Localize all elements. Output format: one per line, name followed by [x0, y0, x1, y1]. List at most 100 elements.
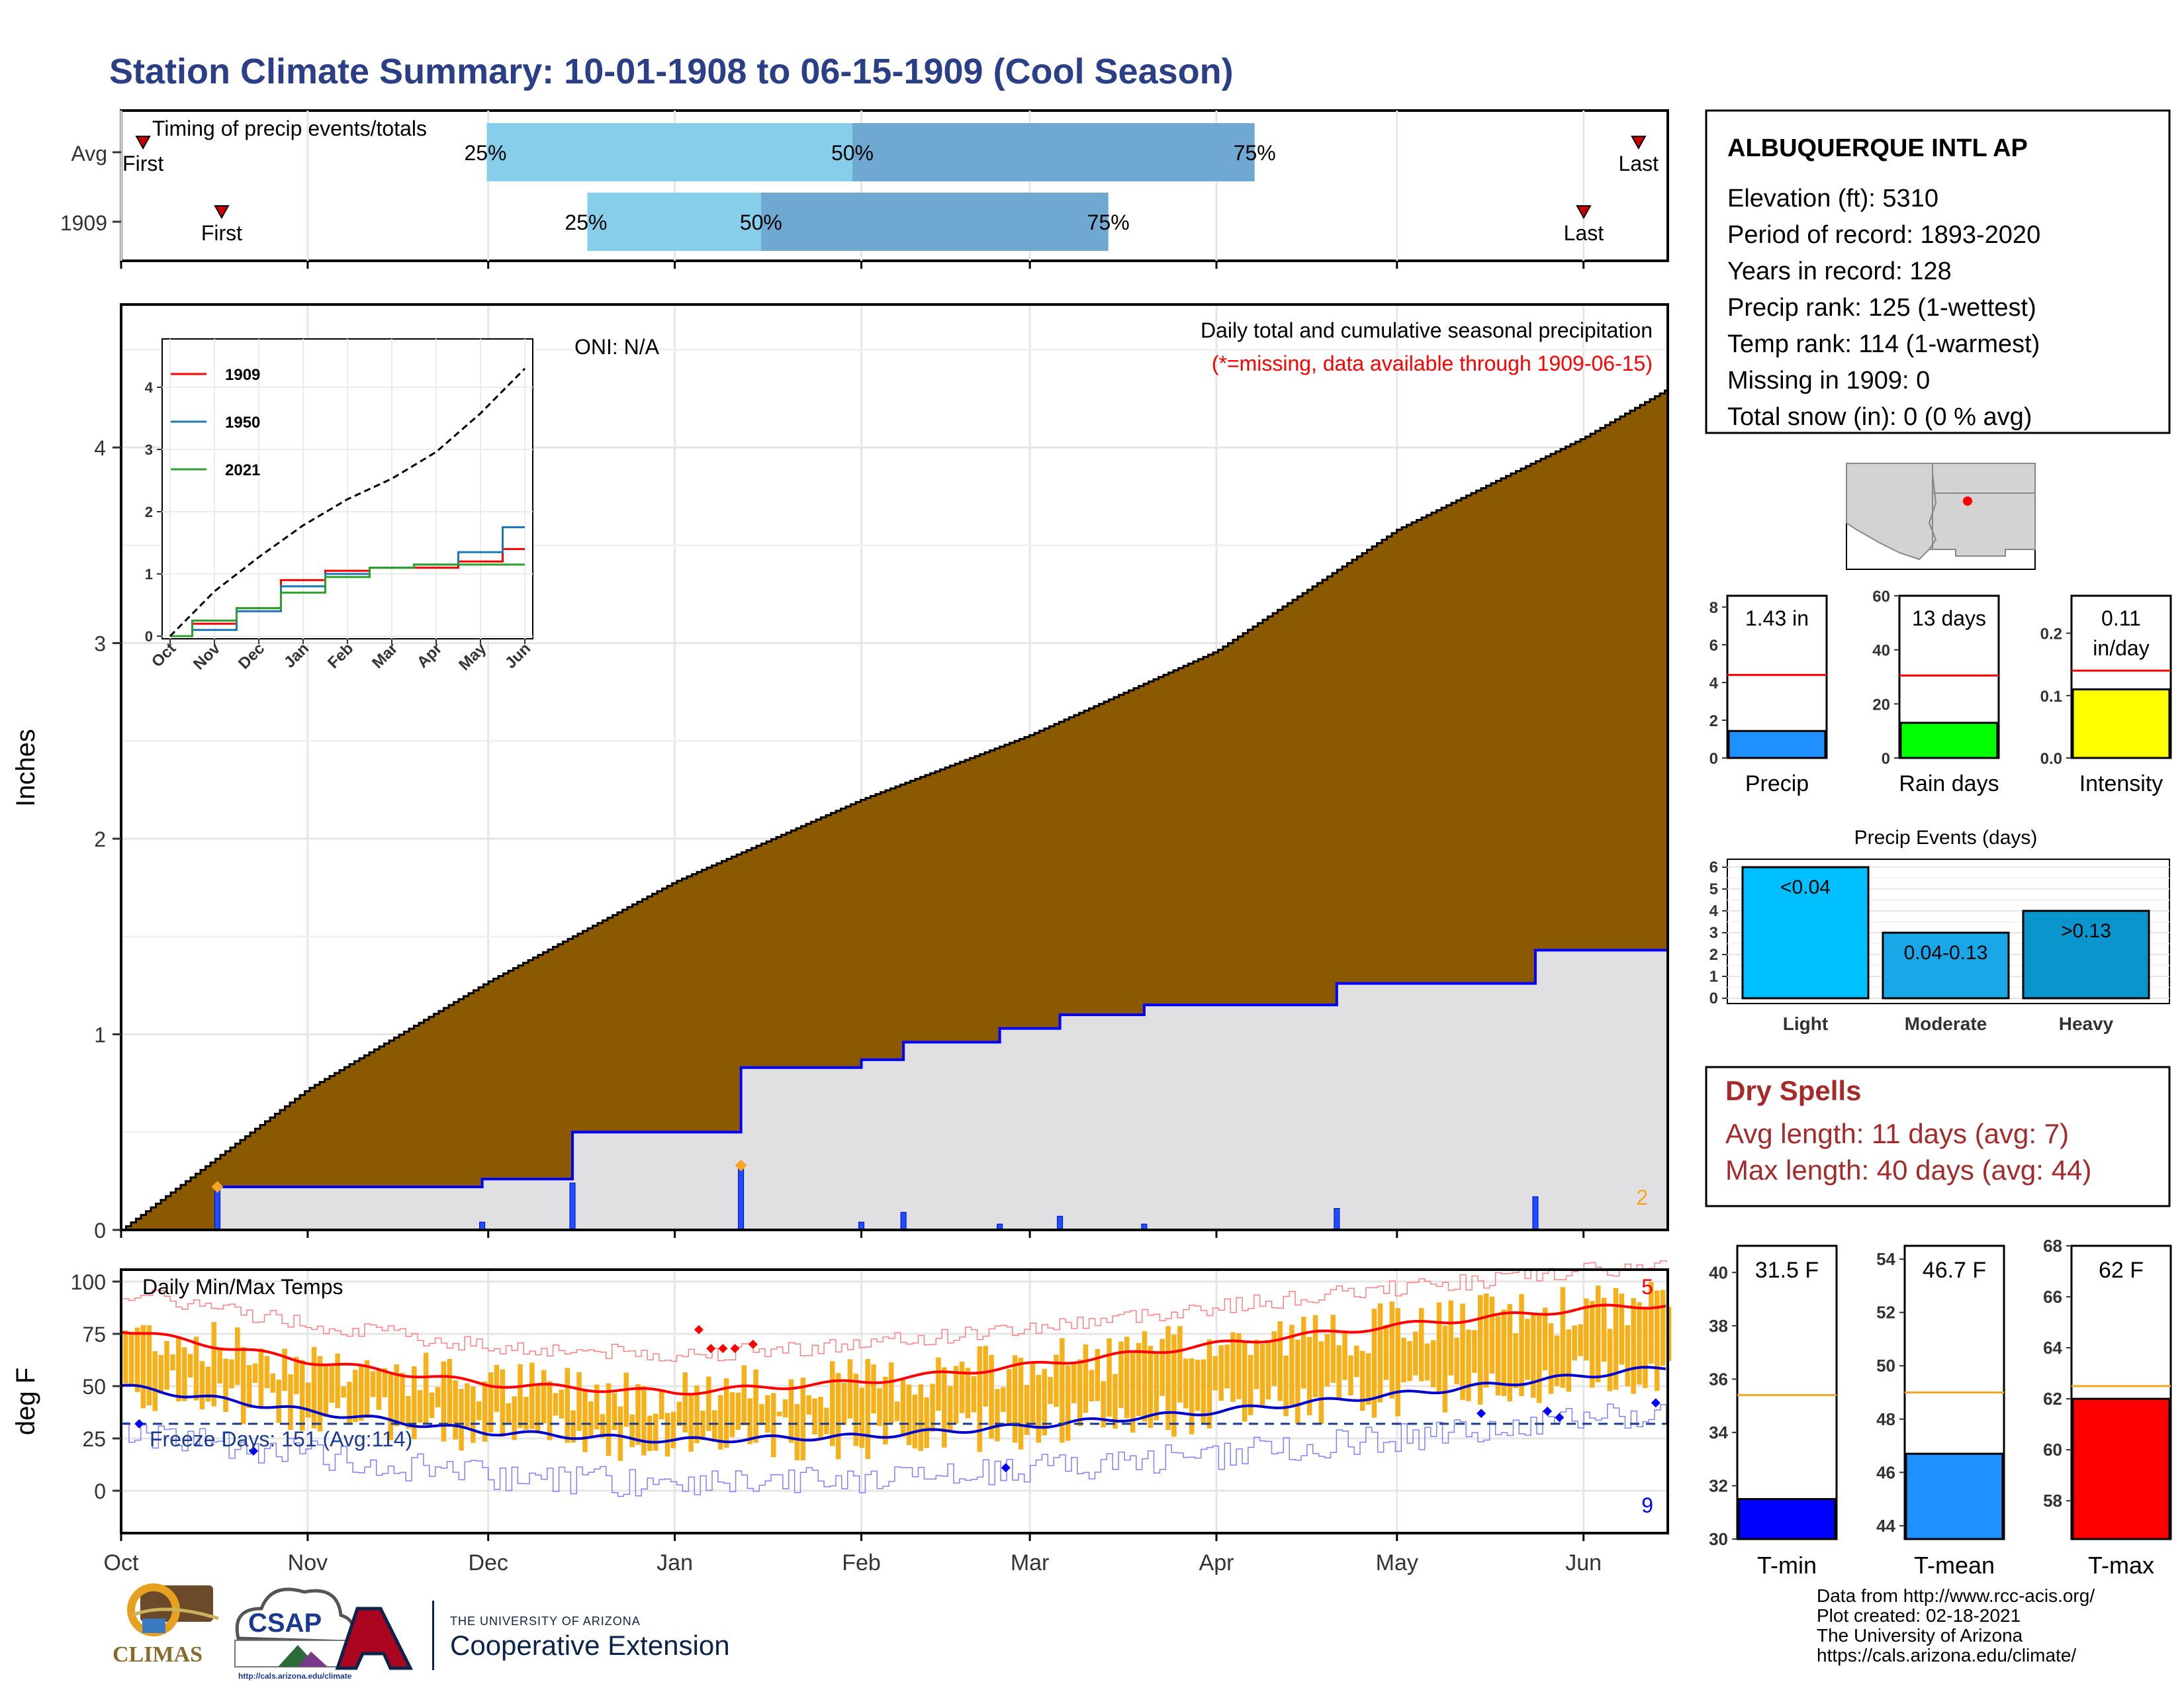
daily-temp-bar: [482, 1381, 488, 1442]
month-label: Apr: [1199, 1550, 1234, 1575]
daily-temp-bar: [977, 1346, 982, 1452]
daily-temp-bar: [364, 1360, 370, 1418]
daily-temp-bar: [835, 1373, 841, 1460]
daily-temp-bar: [1189, 1358, 1195, 1434]
daily-temp-bar: [447, 1359, 452, 1425]
daily-temp-bar: [989, 1354, 994, 1439]
timing-bar-50-75: [760, 193, 1109, 251]
daily-temp-bar: [300, 1360, 305, 1431]
daily-temp-bar: [753, 1369, 758, 1443]
daily-temp-bar: [1118, 1341, 1124, 1409]
temp-summary-y-tick-label: 68: [2043, 1236, 2062, 1256]
daily-temp-bar: [217, 1348, 222, 1384]
daily-temp-bar: [1655, 1290, 1660, 1391]
daily-temp-bar: [1542, 1307, 1548, 1370]
inset-legend-label: 1950: [225, 414, 260, 432]
daily-temp-bar: [894, 1401, 900, 1421]
daily-temp-bar: [353, 1370, 358, 1423]
temp-summary-box: [1736, 1244, 1838, 1540]
daily-temp-bar: [164, 1340, 169, 1390]
inset-y-tick-label: 3: [145, 442, 153, 458]
daily-temp-bar: [1312, 1315, 1318, 1397]
daily-temp-bar: [594, 1384, 600, 1430]
summary-y-tick-label: 0: [1709, 750, 1718, 768]
ua-small-text: THE UNIVERSITY OF ARIZONA: [450, 1615, 641, 1628]
daily-temp-bar: [824, 1407, 829, 1434]
month-label: Oct: [104, 1550, 139, 1575]
daily-temp-bar: [747, 1398, 752, 1444]
daily-temp-bar: [1448, 1300, 1453, 1376]
events-bar-label: 0.04-0.13: [1904, 942, 1988, 964]
daily-temp-bar: [1136, 1342, 1142, 1416]
temp-summary-value-label: 46.7 F: [1923, 1258, 1986, 1283]
daily-temp-bar: [812, 1398, 817, 1434]
summary-category-label: Precip: [1745, 771, 1809, 796]
temp-summary-charts: 30 32 34 36 38 40 31.5 F T-min 44 46 48 50 52 54 46.7 …: [1709, 1236, 2172, 1579]
timing-row-avg-label: Avg: [71, 142, 107, 165]
daily-temp-bar: [1354, 1345, 1359, 1378]
daily-temp-bar: [229, 1359, 234, 1389]
page-title: Station Climate Summary: 10-01-1908 to 0…: [109, 52, 1234, 91]
temp-summary-value-label: 62 F: [2099, 1258, 2144, 1283]
daily-temp-bar: [930, 1383, 935, 1432]
daily-temp-bar: [818, 1397, 823, 1439]
summary-category-label: Rain days: [1899, 771, 1999, 796]
inset-line-2021: [170, 563, 525, 637]
daily-temp-bar: [629, 1414, 635, 1448]
daily-temp-bar: [1601, 1297, 1607, 1362]
temp-summary-y-tick-label: 66: [2043, 1287, 2062, 1307]
daily-temp-bar: [1572, 1325, 1577, 1361]
temp-count-bottom: 9: [1641, 1493, 1653, 1517]
daily-temp-bar: [329, 1366, 334, 1403]
daily-temp-bar: [1472, 1330, 1477, 1373]
daily-temp-bar: [1183, 1358, 1189, 1409]
inset-avg-line: [169, 367, 526, 637]
daily-temp-bar: [477, 1401, 482, 1421]
daily-temp-bar: [1419, 1307, 1424, 1382]
daily-temp-bar: [1531, 1313, 1536, 1398]
temp-summary-y-tick-label: 60: [2043, 1440, 2062, 1460]
daily-temp-bar: [1584, 1298, 1589, 1361]
events-y-tick-label: 2: [1709, 946, 1718, 964]
record-low-marker: [1001, 1463, 1011, 1473]
temp-summary-value-label: 31.5 F: [1755, 1258, 1819, 1283]
climas-logo: CLIMAS: [113, 1583, 219, 1667]
daily-temp-bar: [865, 1358, 870, 1460]
daily-temp-bar: [1649, 1282, 1654, 1364]
daily-temp-bar: [235, 1327, 240, 1385]
daily-temp-bar: [1336, 1345, 1342, 1400]
events-y-tick-label: 5: [1709, 880, 1718, 898]
daily-temp-bar: [264, 1356, 270, 1389]
y-tick-label: 3: [94, 632, 106, 656]
temp-summary-bar: [1905, 1452, 2004, 1540]
daily-temp-bar: [1230, 1332, 1236, 1402]
daily-temp-bar: [205, 1366, 211, 1402]
daily-temp-bar: [359, 1366, 364, 1421]
daily-temp-bar: [788, 1379, 794, 1443]
temp-summary-y-tick-label: 54: [1876, 1249, 1895, 1269]
daily-temp-bar: [700, 1411, 705, 1440]
timing-75-label: 75%: [1087, 211, 1130, 234]
footer-line: The University of Arizona: [1817, 1625, 2023, 1646]
daily-temp-bar: [617, 1406, 623, 1461]
daily-temp-bar: [776, 1411, 782, 1417]
dry-spells-box: Dry Spells Avg length: 11 days (avg: 7) …: [1705, 1066, 2171, 1207]
daily-temp-bar: [412, 1366, 417, 1440]
precip-panel: ONI: N/A Daily total and cumulative seas…: [11, 303, 1669, 1243]
daily-temp-bar: [771, 1393, 776, 1458]
events-bar: [1741, 866, 1870, 1000]
daily-temp-bar: [211, 1322, 216, 1407]
events-bar: [1882, 931, 2010, 1000]
record-low-marker: [134, 1419, 144, 1429]
station-name: ALBUQUERQUE INTL AP: [1727, 134, 2028, 162]
daily-temp-bar: [170, 1354, 175, 1371]
daily-temp-bar: [664, 1413, 670, 1457]
ua-big-text: Cooperative Extension: [450, 1630, 730, 1661]
daily-temp-bar: [1389, 1301, 1394, 1399]
summary-value-label: 13 days: [1912, 606, 1986, 630]
record-high-marker: [730, 1344, 740, 1354]
temp-summary-y-tick-label: 34: [1709, 1423, 1728, 1442]
record-high-marker: [748, 1339, 758, 1349]
events-y-tick-label: 0: [1709, 990, 1718, 1008]
daily-temp-bar: [1007, 1369, 1012, 1426]
